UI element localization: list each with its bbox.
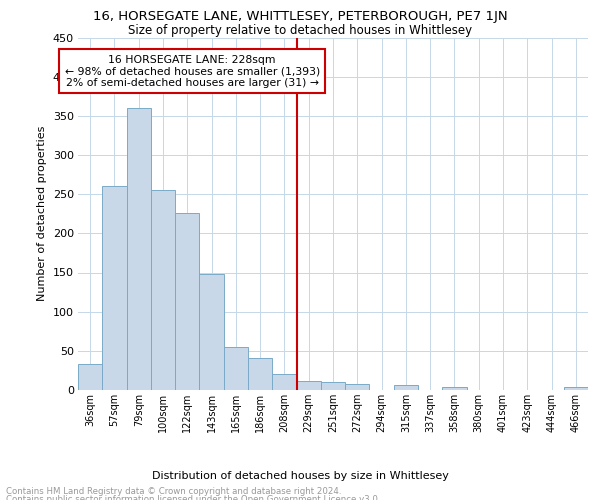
Bar	[199, 274, 224, 390]
Bar	[248, 358, 272, 390]
Bar	[272, 374, 296, 390]
Text: Contains HM Land Registry data © Crown copyright and database right 2024.: Contains HM Land Registry data © Crown c…	[6, 487, 341, 496]
Bar	[394, 386, 418, 390]
Bar	[78, 364, 102, 390]
Text: Distribution of detached houses by size in Whittlesey: Distribution of detached houses by size …	[152, 471, 448, 481]
Bar	[321, 382, 345, 390]
Bar	[224, 347, 248, 390]
Y-axis label: Number of detached properties: Number of detached properties	[37, 126, 47, 302]
Bar	[102, 186, 127, 390]
Text: 16, HORSEGATE LANE, WHITTLESEY, PETERBOROUGH, PE7 1JN: 16, HORSEGATE LANE, WHITTLESEY, PETERBOR…	[92, 10, 508, 23]
Bar	[127, 108, 151, 390]
Bar	[442, 387, 467, 390]
Bar	[345, 384, 370, 390]
Bar	[175, 213, 199, 390]
Bar	[151, 190, 175, 390]
Bar	[296, 380, 321, 390]
Text: Contains public sector information licensed under the Open Government Licence v3: Contains public sector information licen…	[6, 495, 380, 500]
Bar	[564, 387, 588, 390]
Text: 16 HORSEGATE LANE: 228sqm
← 98% of detached houses are smaller (1,393)
2% of sem: 16 HORSEGATE LANE: 228sqm ← 98% of detac…	[65, 54, 320, 88]
Text: Size of property relative to detached houses in Whittlesey: Size of property relative to detached ho…	[128, 24, 472, 37]
